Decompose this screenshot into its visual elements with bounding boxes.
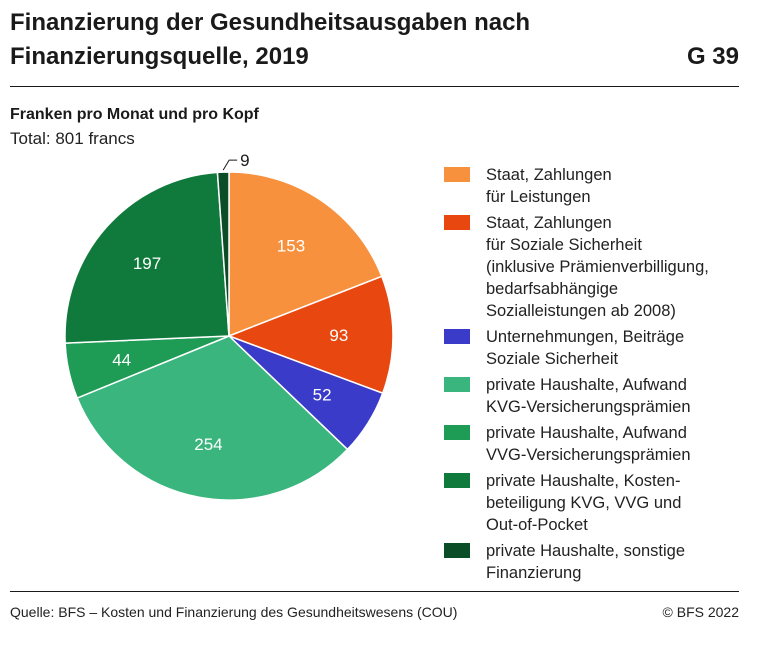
slice-value-label-4: 254	[194, 435, 222, 454]
legend-label-1: Staat, Zahlungen für Leistungen	[486, 166, 612, 206]
pie-slice-2	[226, 275, 394, 395]
slice-value-label-2: 93	[329, 326, 348, 345]
slice-value-label-6: 197	[133, 254, 161, 273]
total-label: Total: 801 francs	[10, 129, 135, 148]
slice-value-label-3: 52	[313, 385, 332, 404]
legend-item-1: Staat, Zahlungen für Leistungen	[444, 164, 764, 208]
legend-item-2: Staat, Zahlungen für Soziale Sicherheit …	[444, 212, 764, 322]
pie-chart: 153 93 52 254 44 197 9	[64, 151, 394, 501]
pie-slice-6	[64, 171, 230, 344]
legend-item-6: private Haushalte, Kosten- beteiligung K…	[444, 470, 764, 536]
pie-slice-7	[216, 171, 230, 337]
slice-value-label-1: 153	[277, 236, 305, 255]
legend-swatch-4	[444, 377, 470, 392]
legend-item-5: private Haushalte, Aufwand VVG-Versicher…	[444, 422, 764, 466]
legend: Staat, Zahlungen für Leistungen Staat, Za…	[444, 164, 764, 588]
legend-swatch-7	[444, 543, 470, 558]
legend-label-7: private Haushalte, sonstige Finanzierung	[486, 542, 686, 582]
slice-value-label-5: 44	[112, 350, 131, 369]
legend-label-2: Staat, Zahlungen für Soziale Sicherheit …	[486, 214, 709, 320]
figure-number: G 39	[686, 43, 739, 70]
legend-label-4: private Haushalte, Aufwand KVG-Versicher…	[486, 376, 691, 416]
source-note: Quelle: BFS – Kosten und Finanzierung de…	[10, 604, 458, 620]
header-divider	[10, 86, 739, 87]
legend-label-3: Unternehmungen, Beiträge Soziale Sicherh…	[486, 328, 685, 368]
legend-swatch-5	[444, 425, 470, 440]
chart-title: Finanzierung der Gesundheitsausgaben nac…	[10, 9, 531, 70]
legend-swatch-1	[444, 167, 470, 182]
chart-subtitle: Franken pro Monat und pro Kopf	[10, 106, 259, 123]
copyright-note: © BFS 2022	[662, 604, 739, 620]
legend-item-7: private Haushalte, sonstige Finanzierung	[444, 540, 764, 584]
pie-slice-1	[228, 171, 383, 338]
slice-value-label-7: 9	[240, 151, 249, 170]
slice-leader-line-7	[222, 159, 238, 171]
legend-swatch-3	[444, 329, 470, 344]
legend-swatch-6	[444, 473, 470, 488]
legend-item-4: private Haushalte, Aufwand KVG-Versicher…	[444, 374, 764, 418]
legend-label-5: private Haushalte, Aufwand VVG-Versicher…	[486, 424, 691, 464]
footer-divider	[10, 591, 739, 592]
legend-item-3: Unternehmungen, Beiträge Soziale Sicherh…	[444, 326, 764, 370]
legend-label-6: private Haushalte, Kosten- beteiligung K…	[486, 472, 682, 534]
legend-swatch-2	[444, 215, 470, 230]
pie-slice-4	[76, 335, 349, 501]
